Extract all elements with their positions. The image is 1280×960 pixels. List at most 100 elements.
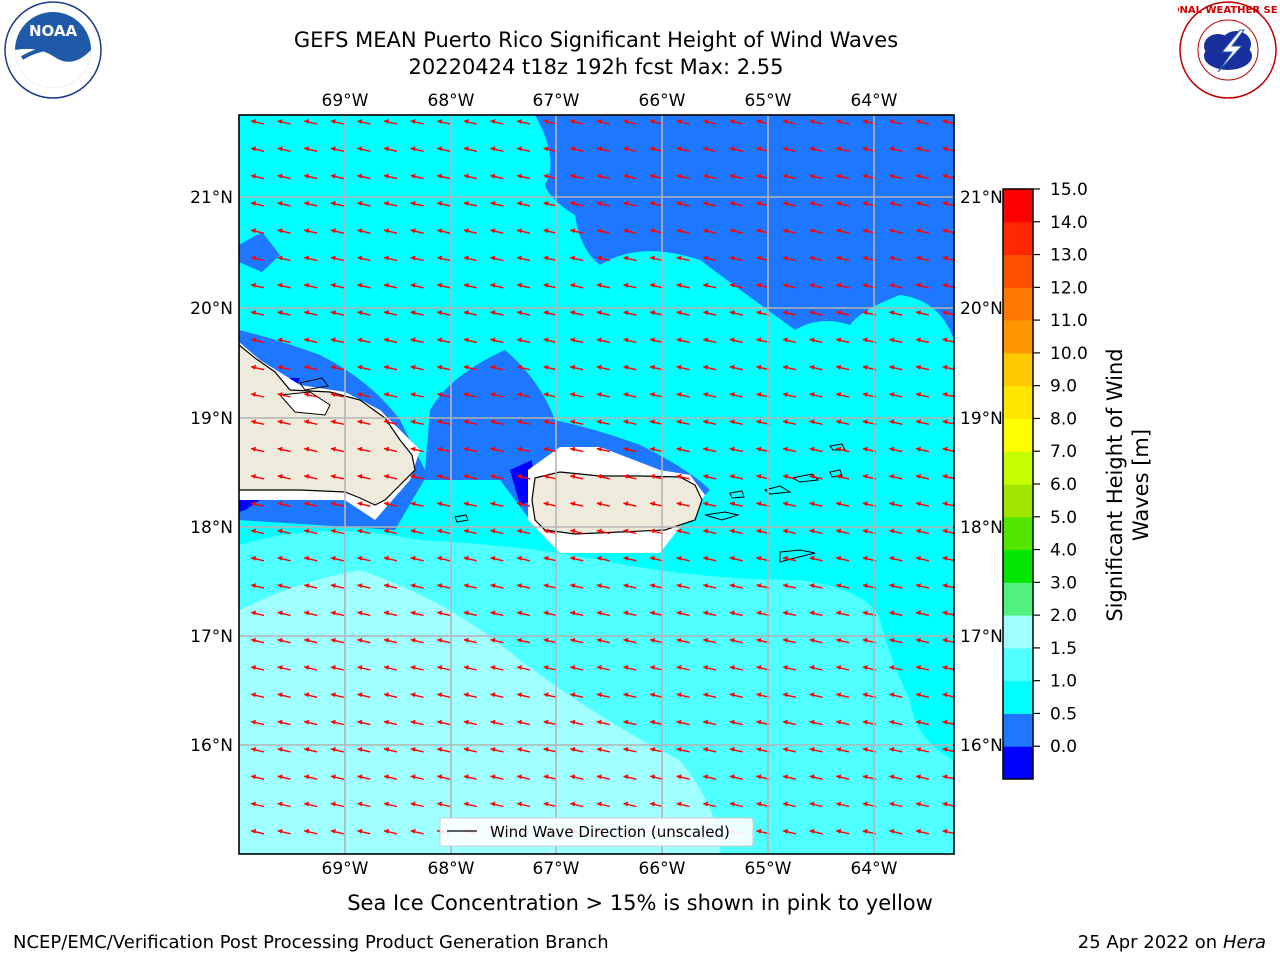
wave-direction-arrowhead — [916, 200, 921, 206]
wave-direction-arrowhead — [517, 228, 522, 234]
wave-direction-arrowhead — [783, 228, 788, 234]
wave-direction-arrowhead — [357, 610, 363, 616]
wave-direction-arrowhead — [463, 746, 469, 752]
wave-direction-arrowhead — [304, 501, 310, 507]
wave-direction-arrowhead — [809, 146, 815, 152]
wave-direction-arrowhead — [916, 555, 921, 561]
wave-direction-arrowhead — [836, 473, 842, 479]
wave-direction-arrowhead — [862, 228, 868, 234]
wave-direction-arrowhead — [836, 665, 842, 670]
colorbar-segment — [1003, 352, 1033, 387]
wave-direction-arrowhead — [570, 146, 576, 152]
colorbar-segment — [1003, 582, 1033, 616]
lon-tick-bottom: 67°W — [533, 859, 580, 879]
wave-direction-arrowhead — [650, 473, 655, 479]
wave-direction-arrowhead — [596, 255, 602, 261]
wave-direction-arrowhead — [623, 746, 629, 752]
wave-direction-arrowhead — [676, 228, 682, 234]
wave-direction-arrowhead — [596, 392, 602, 397]
wave-direction-arrowhead — [251, 583, 256, 589]
wave-direction-arrowhead — [437, 364, 443, 370]
wave-direction-arrowhead — [304, 255, 310, 261]
wave-direction-arrowhead — [596, 610, 602, 616]
wave-direction-arrowhead — [676, 419, 682, 425]
wave-direction-arrowhead — [517, 392, 522, 397]
wave-direction-arrowhead — [570, 255, 576, 261]
wave-direction-arrowhead — [650, 364, 655, 370]
wave-direction-arrowhead — [543, 528, 549, 534]
wave-direction-arrowhead — [357, 665, 363, 670]
lat-tick-right: 17°N — [960, 627, 1003, 647]
wave-direction-arrowhead — [596, 282, 602, 288]
lon-tick-top: 64°W — [851, 91, 898, 111]
wave-direction-arrowhead — [251, 719, 256, 725]
lat-tick-left: 16°N — [190, 736, 233, 756]
footer-date: 25 Apr 2022 on Hera — [1078, 932, 1266, 953]
wave-direction-arrowhead — [809, 692, 815, 698]
wave-direction-arrowhead — [304, 555, 310, 561]
wave-direction-arrowhead — [437, 282, 443, 288]
lat-tick-right: 19°N — [960, 409, 1003, 429]
wave-direction-arrowhead — [916, 173, 921, 179]
wave-direction-arrowhead — [277, 610, 283, 616]
wave-direction-arrowhead — [570, 282, 576, 288]
wave-direction-arrowhead — [277, 501, 283, 507]
wave-direction-arrowhead — [836, 173, 842, 179]
wave-direction-arrowhead — [703, 446, 709, 452]
wave-direction-arrowhead — [862, 828, 868, 834]
wave-direction-arrowhead — [729, 501, 735, 507]
wave-direction-arrowhead — [942, 119, 948, 124]
wave-direction-arrowhead — [783, 555, 788, 561]
wave-direction-arrowhead — [596, 719, 602, 725]
wave-direction-arrowhead — [916, 528, 921, 534]
wave-direction-arrowhead — [330, 200, 336, 206]
wave-direction-arrowhead — [304, 528, 310, 534]
colorbar-tick-label: 3.0 — [1050, 573, 1077, 593]
wave-direction-arrowhead — [570, 637, 576, 643]
wave-direction-arrowhead — [703, 392, 709, 397]
wave-direction-arrowhead — [251, 637, 256, 643]
wave-direction-arrowhead — [357, 119, 363, 124]
wave-direction-arrowhead — [783, 473, 788, 479]
wave-direction-arrowhead — [251, 310, 256, 316]
wave-direction-arrowhead — [729, 610, 735, 616]
wave-direction-arrowhead — [809, 200, 815, 206]
wave-direction-arrowhead — [437, 119, 443, 124]
wave-direction-arrowhead — [463, 774, 469, 780]
wave-direction-arrowhead — [410, 746, 416, 752]
wave-direction-arrowhead — [756, 719, 762, 725]
wave-direction-arrowhead — [543, 719, 549, 725]
wave-direction-arrowhead — [836, 310, 842, 316]
wave-direction-arrowhead — [916, 746, 921, 752]
wave-direction-arrowhead — [676, 665, 682, 670]
wave-direction-arrowhead — [942, 310, 948, 316]
wave-direction-arrowhead — [862, 173, 868, 179]
lon-tick-top: 65°W — [745, 91, 792, 111]
wave-direction-arrowhead — [277, 692, 283, 698]
wave-direction-arrowhead — [517, 774, 522, 780]
wave-direction-arrowhead — [490, 583, 496, 589]
wave-direction-arrowhead — [756, 583, 762, 589]
colorbar-tick-label: 8.0 — [1050, 409, 1077, 429]
colorbar-tick-label: 13.0 — [1050, 246, 1088, 266]
wave-direction-arrowhead — [570, 746, 576, 752]
wave-direction-arrowhead — [889, 828, 895, 834]
wave-direction-arrowhead — [596, 528, 602, 534]
wave-direction-arrowhead — [703, 119, 709, 124]
wave-direction-arrowhead — [437, 473, 443, 479]
wave-direction-arrowhead — [570, 119, 576, 124]
wave-direction-arrowhead — [623, 337, 629, 343]
wave-direction-arrowhead — [437, 637, 443, 643]
colorbar — [1003, 189, 1033, 780]
wave-direction-arrowhead — [783, 200, 788, 206]
wave-direction-arrowhead — [570, 719, 576, 725]
wave-direction-arrowhead — [783, 828, 788, 834]
colorbar-tick-label: 9.0 — [1050, 377, 1077, 397]
wave-direction-arrowhead — [942, 583, 948, 589]
wave-direction-arrowhead — [676, 255, 682, 261]
wave-direction-arrowhead — [623, 528, 629, 534]
wave-direction-arrowhead — [330, 828, 336, 834]
wave-direction-arrowhead — [942, 801, 948, 807]
wave-direction-arrowhead — [330, 228, 336, 234]
wave-direction-arrowhead — [650, 173, 655, 179]
